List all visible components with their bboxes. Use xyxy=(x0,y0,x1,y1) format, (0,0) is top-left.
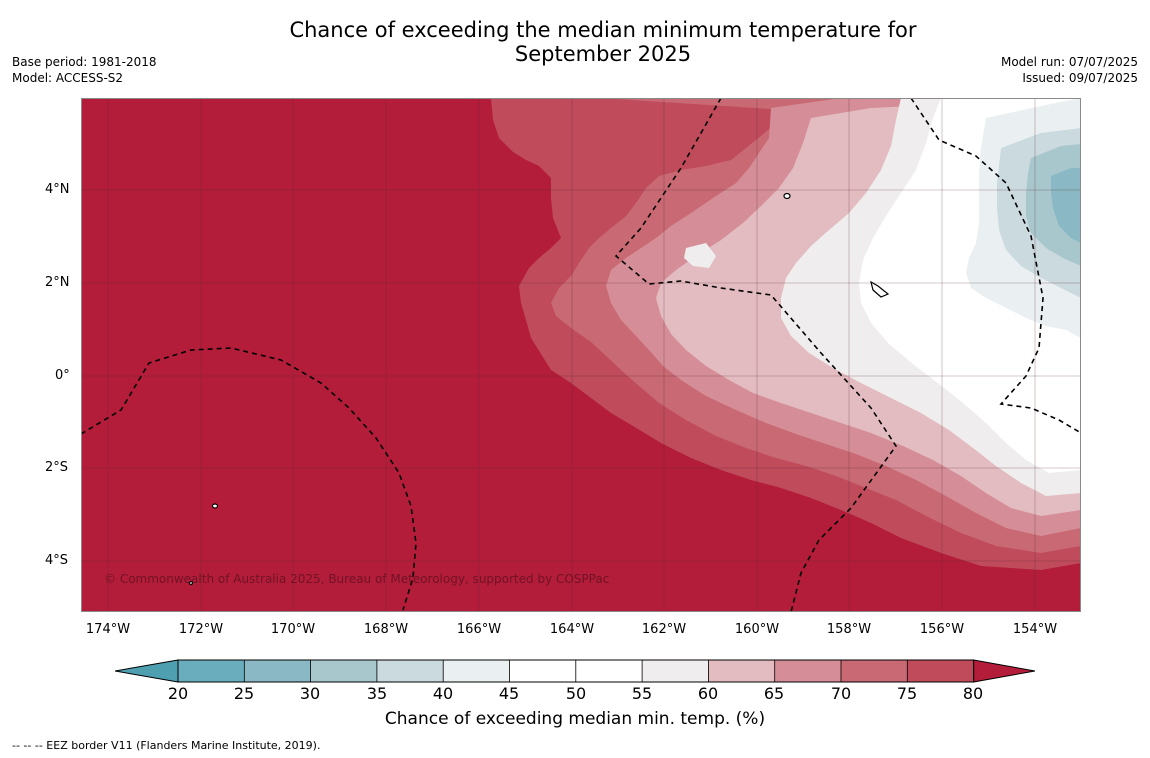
map-title: Chance of exceeding the median minimum t… xyxy=(0,18,1150,66)
model-run: Model run: 07/07/2025 xyxy=(1000,55,1138,69)
band-25-30 xyxy=(1051,168,1081,243)
colorbar-bin-25-30 xyxy=(244,660,311,682)
colorbar-tick-25: 25 xyxy=(233,684,255,703)
map-border xyxy=(81,98,1081,612)
graticule xyxy=(81,98,1081,612)
warm-patch-right xyxy=(684,243,716,268)
colorbar-bin-50-55 xyxy=(575,660,643,682)
colorbar-bin-55-60 xyxy=(642,660,709,682)
colorbar-tick-20: 20 xyxy=(167,684,189,703)
colorbar-tick-40: 40 xyxy=(432,684,454,703)
colorbar-tick-55: 55 xyxy=(631,684,653,703)
colorbar-bin-20-25 xyxy=(178,660,245,682)
lon-label-158w: 158°W xyxy=(826,622,872,637)
lon-label-154w: 154°W xyxy=(1012,622,1058,637)
colorbar-bin-75-80 xyxy=(907,660,974,682)
meta-right: Model run: 07/07/2025 Issued: 09/07/2025 xyxy=(1001,54,1138,86)
colorbar-tick-80: 80 xyxy=(962,684,984,703)
colorbar-bin-45-50 xyxy=(509,660,576,682)
colorbar-bin-65-70 xyxy=(774,660,841,682)
lon-label-170w: 170°W xyxy=(270,622,316,637)
colorbar-tick-50: 50 xyxy=(565,684,587,703)
lat-label-2n: 2°N xyxy=(45,275,70,290)
title-line-2: September 2025 xyxy=(514,42,692,66)
forecast-map xyxy=(81,98,1081,612)
islands xyxy=(188,192,890,586)
meta-left: Base period: 1981-2018 Model: ACCESS-S2 xyxy=(12,54,157,86)
lat-label-4n: 4°N xyxy=(45,182,70,197)
lon-label-174w: 174°W xyxy=(85,622,131,637)
title-line-1: Chance of exceeding the median minimum t… xyxy=(289,18,917,42)
colorbar-tick-65: 65 xyxy=(763,684,785,703)
lon-label-168w: 168°W xyxy=(363,622,409,637)
lon-label-172w: 172°W xyxy=(178,622,224,637)
lat-label-4s: 4°S xyxy=(45,553,69,568)
lat-label-0: 0° xyxy=(55,368,70,383)
eez-footnote: -- -- -- EEZ border V11 (Flanders Marine… xyxy=(12,739,321,752)
colorbar-tick-35: 35 xyxy=(366,684,388,703)
copyright-notice: © Commonwealth of Australia 2025, Bureau… xyxy=(104,572,610,586)
colorbar-tick-45: 45 xyxy=(498,684,520,703)
colorbar-bin-40-45 xyxy=(443,660,510,682)
colorbar xyxy=(115,659,1035,683)
colorbar-tick-60: 60 xyxy=(697,684,719,703)
issued-date: Issued: 09/07/2025 xyxy=(1022,71,1138,85)
lon-label-164w: 164°W xyxy=(549,622,595,637)
lon-label-166w: 166°W xyxy=(456,622,502,637)
lon-label-162w: 162°W xyxy=(641,622,687,637)
colorbar-dividers xyxy=(243,660,908,682)
colorbar-bin-30-35 xyxy=(310,660,377,682)
base-period: Base period: 1981-2018 xyxy=(12,55,157,69)
eez-borders xyxy=(81,98,1081,612)
colorbar-tick-70: 70 xyxy=(830,684,852,703)
map-canvas xyxy=(81,98,1081,612)
colorbar-high-arrow xyxy=(973,659,1035,683)
colorbar-bin-60-65 xyxy=(708,660,775,682)
colorbar-label: Chance of exceeding median min. temp. (%… xyxy=(384,709,766,729)
colorbar-bin-70-75 xyxy=(841,660,908,682)
colorbar-tick-75: 75 xyxy=(896,684,918,703)
model-name: Model: ACCESS-S2 xyxy=(12,71,124,85)
lon-label-160w: 160°W xyxy=(734,622,780,637)
lon-label-156w: 156°W xyxy=(919,622,965,637)
colorbar-tick-30: 30 xyxy=(299,684,321,703)
lat-label-2s: 2°S xyxy=(45,460,69,475)
colorbar-bin-35-40 xyxy=(376,660,444,682)
colorbar-low-arrow xyxy=(115,659,179,683)
